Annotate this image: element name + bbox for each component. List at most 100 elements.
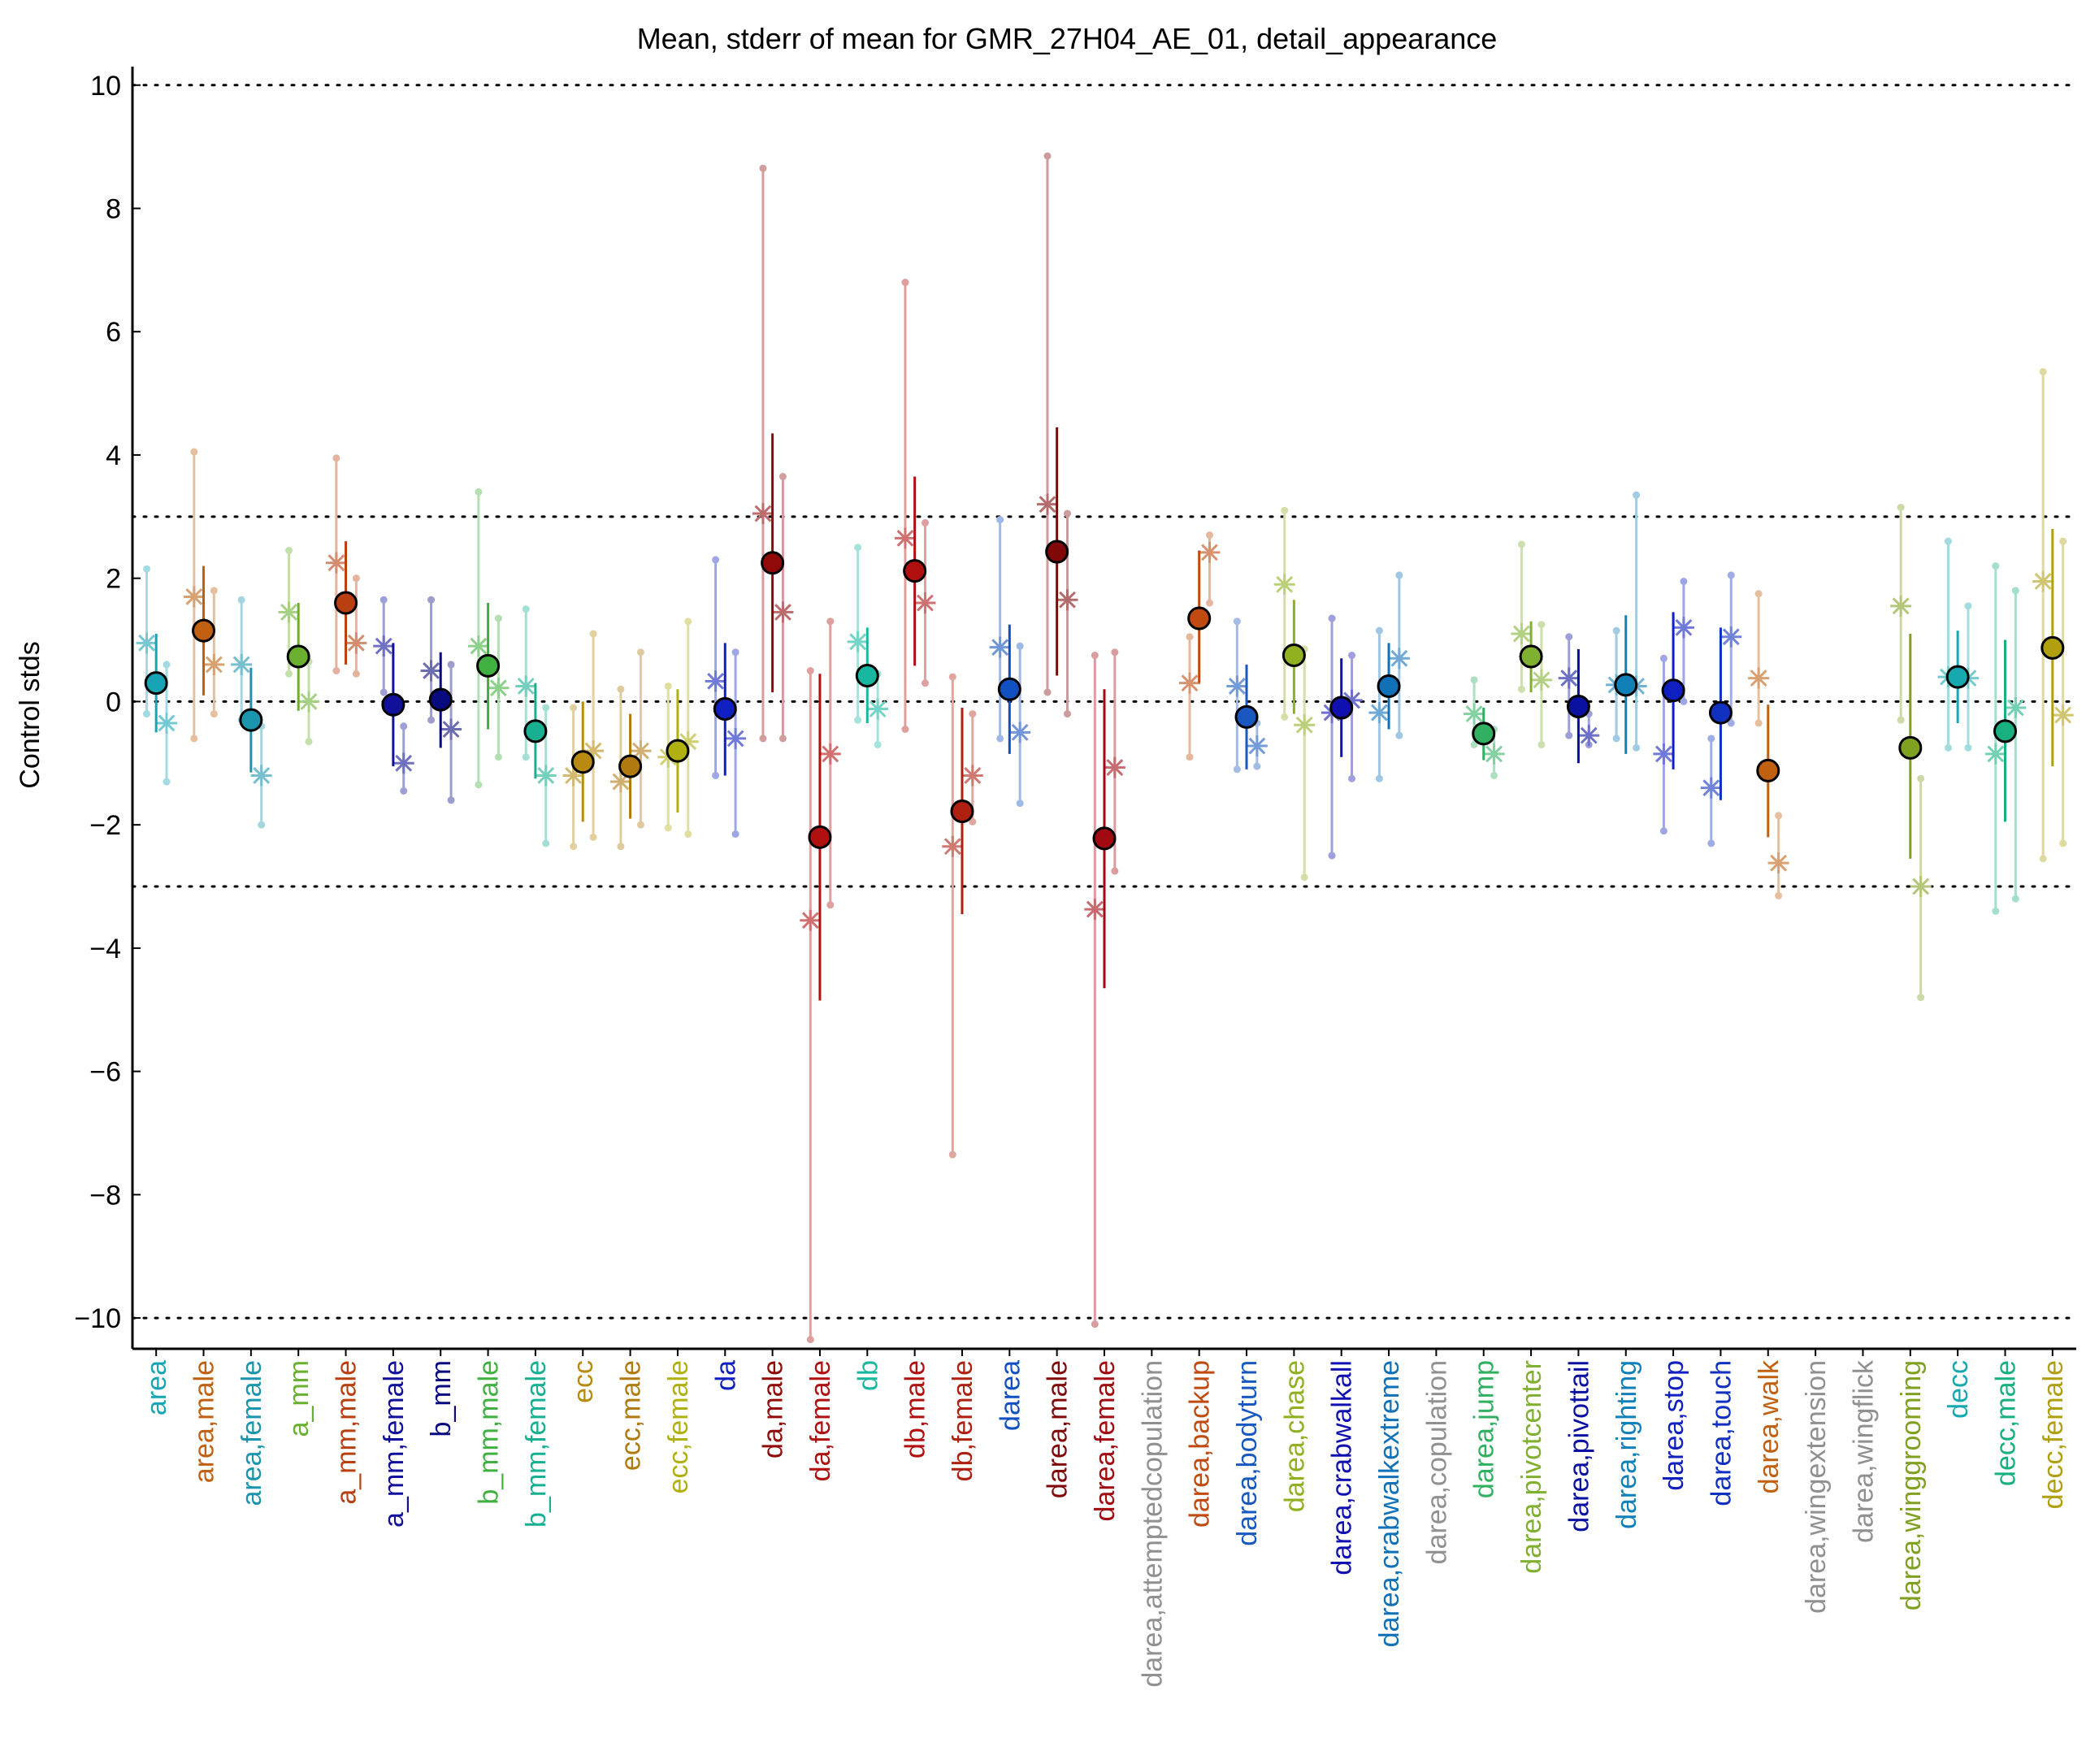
sub-mean-marker-stroke	[917, 594, 934, 612]
x-tick-label: a_mm,male	[332, 1360, 362, 1505]
y-tick-label: −4	[89, 934, 121, 964]
sub-mean-marker	[345, 632, 367, 654]
x-tick-label: decc,female	[2038, 1360, 2069, 1509]
sub-errorbar-end	[2059, 839, 2067, 847]
sub-mean-marker	[392, 752, 414, 774]
x-tick-label: darea,crabwalkall	[1327, 1360, 1358, 1575]
sub-errorbar-end	[1680, 577, 1688, 585]
x-tick-label: b_mm	[426, 1360, 457, 1437]
sub-mean-marker	[1084, 899, 1106, 921]
sub-errorbar-end	[1253, 762, 1261, 770]
sub-mean-marker-stroke	[822, 745, 839, 763]
sub-errorbar-end	[190, 735, 198, 743]
sub-mean-marker	[231, 653, 253, 675]
sub-mean-marker	[2005, 697, 2027, 718]
sub-errorbar-end	[258, 821, 266, 829]
sub-errorbar-end	[210, 587, 218, 595]
sub-mean-marker	[942, 835, 964, 857]
sub-errorbar-end	[2039, 855, 2047, 863]
sub-errorbar-end	[522, 605, 530, 613]
sub-errorbar-end	[759, 735, 767, 743]
sub-mean-marker	[298, 691, 320, 713]
x-tick-label: area,male	[189, 1360, 220, 1483]
sub-mean-marker-stroke	[991, 639, 1009, 657]
sub-errorbar-end	[447, 661, 455, 669]
sub-mean-marker-stroke	[896, 529, 914, 547]
mean-marker	[1519, 644, 1543, 669]
sub-errorbar-end	[2011, 587, 2019, 595]
sub-errorbar-end	[143, 565, 151, 573]
sub-mean-marker-stroke	[2006, 699, 2024, 717]
sub-errorbar-end	[1348, 774, 1356, 782]
x-tick-label: decc,male	[1990, 1360, 2021, 1486]
sub-mean-marker	[467, 635, 489, 657]
sub-errorbar-end	[901, 279, 909, 287]
x-tick-label: a_mm,female	[379, 1360, 410, 1528]
sub-errorbar-end	[1992, 907, 2000, 915]
sub-errorbar-end	[636, 821, 644, 829]
sub-errorbar-end	[285, 670, 293, 678]
sub-mean-marker	[1464, 703, 1485, 725]
sub-mean-marker-stroke	[869, 700, 887, 717]
sub-errorbar-end	[1775, 891, 1783, 899]
sub-errorbar-end	[826, 618, 835, 626]
x-tick-label: darea,wingextension	[1801, 1360, 1832, 1614]
mean-marker	[523, 719, 548, 743]
mean-marker	[1756, 758, 1780, 782]
sub-mean-marker	[488, 677, 510, 699]
sub-errorbar-end	[1206, 599, 1214, 607]
sub-mean-marker-stroke	[1987, 745, 2005, 763]
sub-errorbar-end	[1375, 626, 1383, 635]
sub-mean-marker-stroke	[754, 505, 772, 522]
sub-errorbar-end	[1233, 618, 1241, 626]
sub-errorbar-end	[237, 596, 245, 604]
sub-mean-marker	[894, 527, 916, 549]
sub-errorbar-end	[1016, 642, 1024, 650]
sub-errorbar-end	[1490, 771, 1498, 779]
sub-mean-marker-stroke	[1228, 678, 1246, 695]
sub-errorbar-end	[1633, 491, 1641, 499]
sub-errorbar-end	[1186, 633, 1194, 641]
sub-mean-marker-stroke	[707, 672, 725, 690]
sub-mean-marker	[1530, 669, 1552, 691]
sub-errorbar-end	[163, 661, 171, 669]
sub-errorbar-end	[1917, 774, 1925, 782]
mean-marker	[666, 739, 690, 763]
x-tick-label: darea,jump	[1469, 1360, 1500, 1498]
sub-errorbar-end	[1775, 812, 1783, 820]
sub-mean-marker	[1672, 617, 1694, 639]
sub-mean-marker-stroke	[517, 678, 535, 695]
sub-mean-marker	[1578, 725, 1600, 747]
sub-mean-marker	[914, 592, 936, 614]
mean-marker	[997, 677, 1021, 701]
x-tick-label: decc	[1943, 1360, 1974, 1419]
sub-errorbar-end	[684, 618, 692, 626]
sub-mean-marker-stroke	[1106, 759, 1124, 777]
sub-mean-marker	[515, 675, 537, 697]
sub-errorbar-end	[1612, 626, 1620, 635]
sub-errorbar-end	[1300, 873, 1308, 882]
sub-errorbar-end	[996, 516, 1004, 524]
sub-mean-marker-stroke	[1276, 575, 1294, 593]
y-tick-label: 6	[106, 317, 121, 348]
mean-marker	[1472, 722, 1496, 746]
data-marks	[136, 152, 2074, 1344]
sub-mean-marker	[772, 601, 794, 623]
sub-errorbar-end	[636, 648, 644, 657]
sub-mean-marker	[1226, 675, 1248, 697]
mean-marker	[2040, 635, 2065, 660]
x-tick-label: darea,female	[1090, 1360, 1121, 1521]
sub-mean-marker	[2032, 570, 2054, 592]
sub-errorbar-end	[948, 673, 956, 681]
sub-errorbar-end	[1206, 531, 1214, 540]
sub-errorbar-end	[1063, 710, 1071, 718]
y-tick-label: −10	[74, 1303, 121, 1334]
sub-mean-marker	[725, 727, 747, 749]
sub-errorbar-end	[1091, 652, 1099, 660]
sub-errorbar-end	[664, 682, 672, 690]
sub-mean-marker	[819, 743, 841, 765]
x-tick-label: area	[141, 1360, 172, 1415]
sub-errorbar-end	[1917, 994, 1925, 1002]
sub-errorbar-end	[1897, 503, 1905, 511]
sub-mean-marker-stroke	[1512, 625, 1530, 643]
